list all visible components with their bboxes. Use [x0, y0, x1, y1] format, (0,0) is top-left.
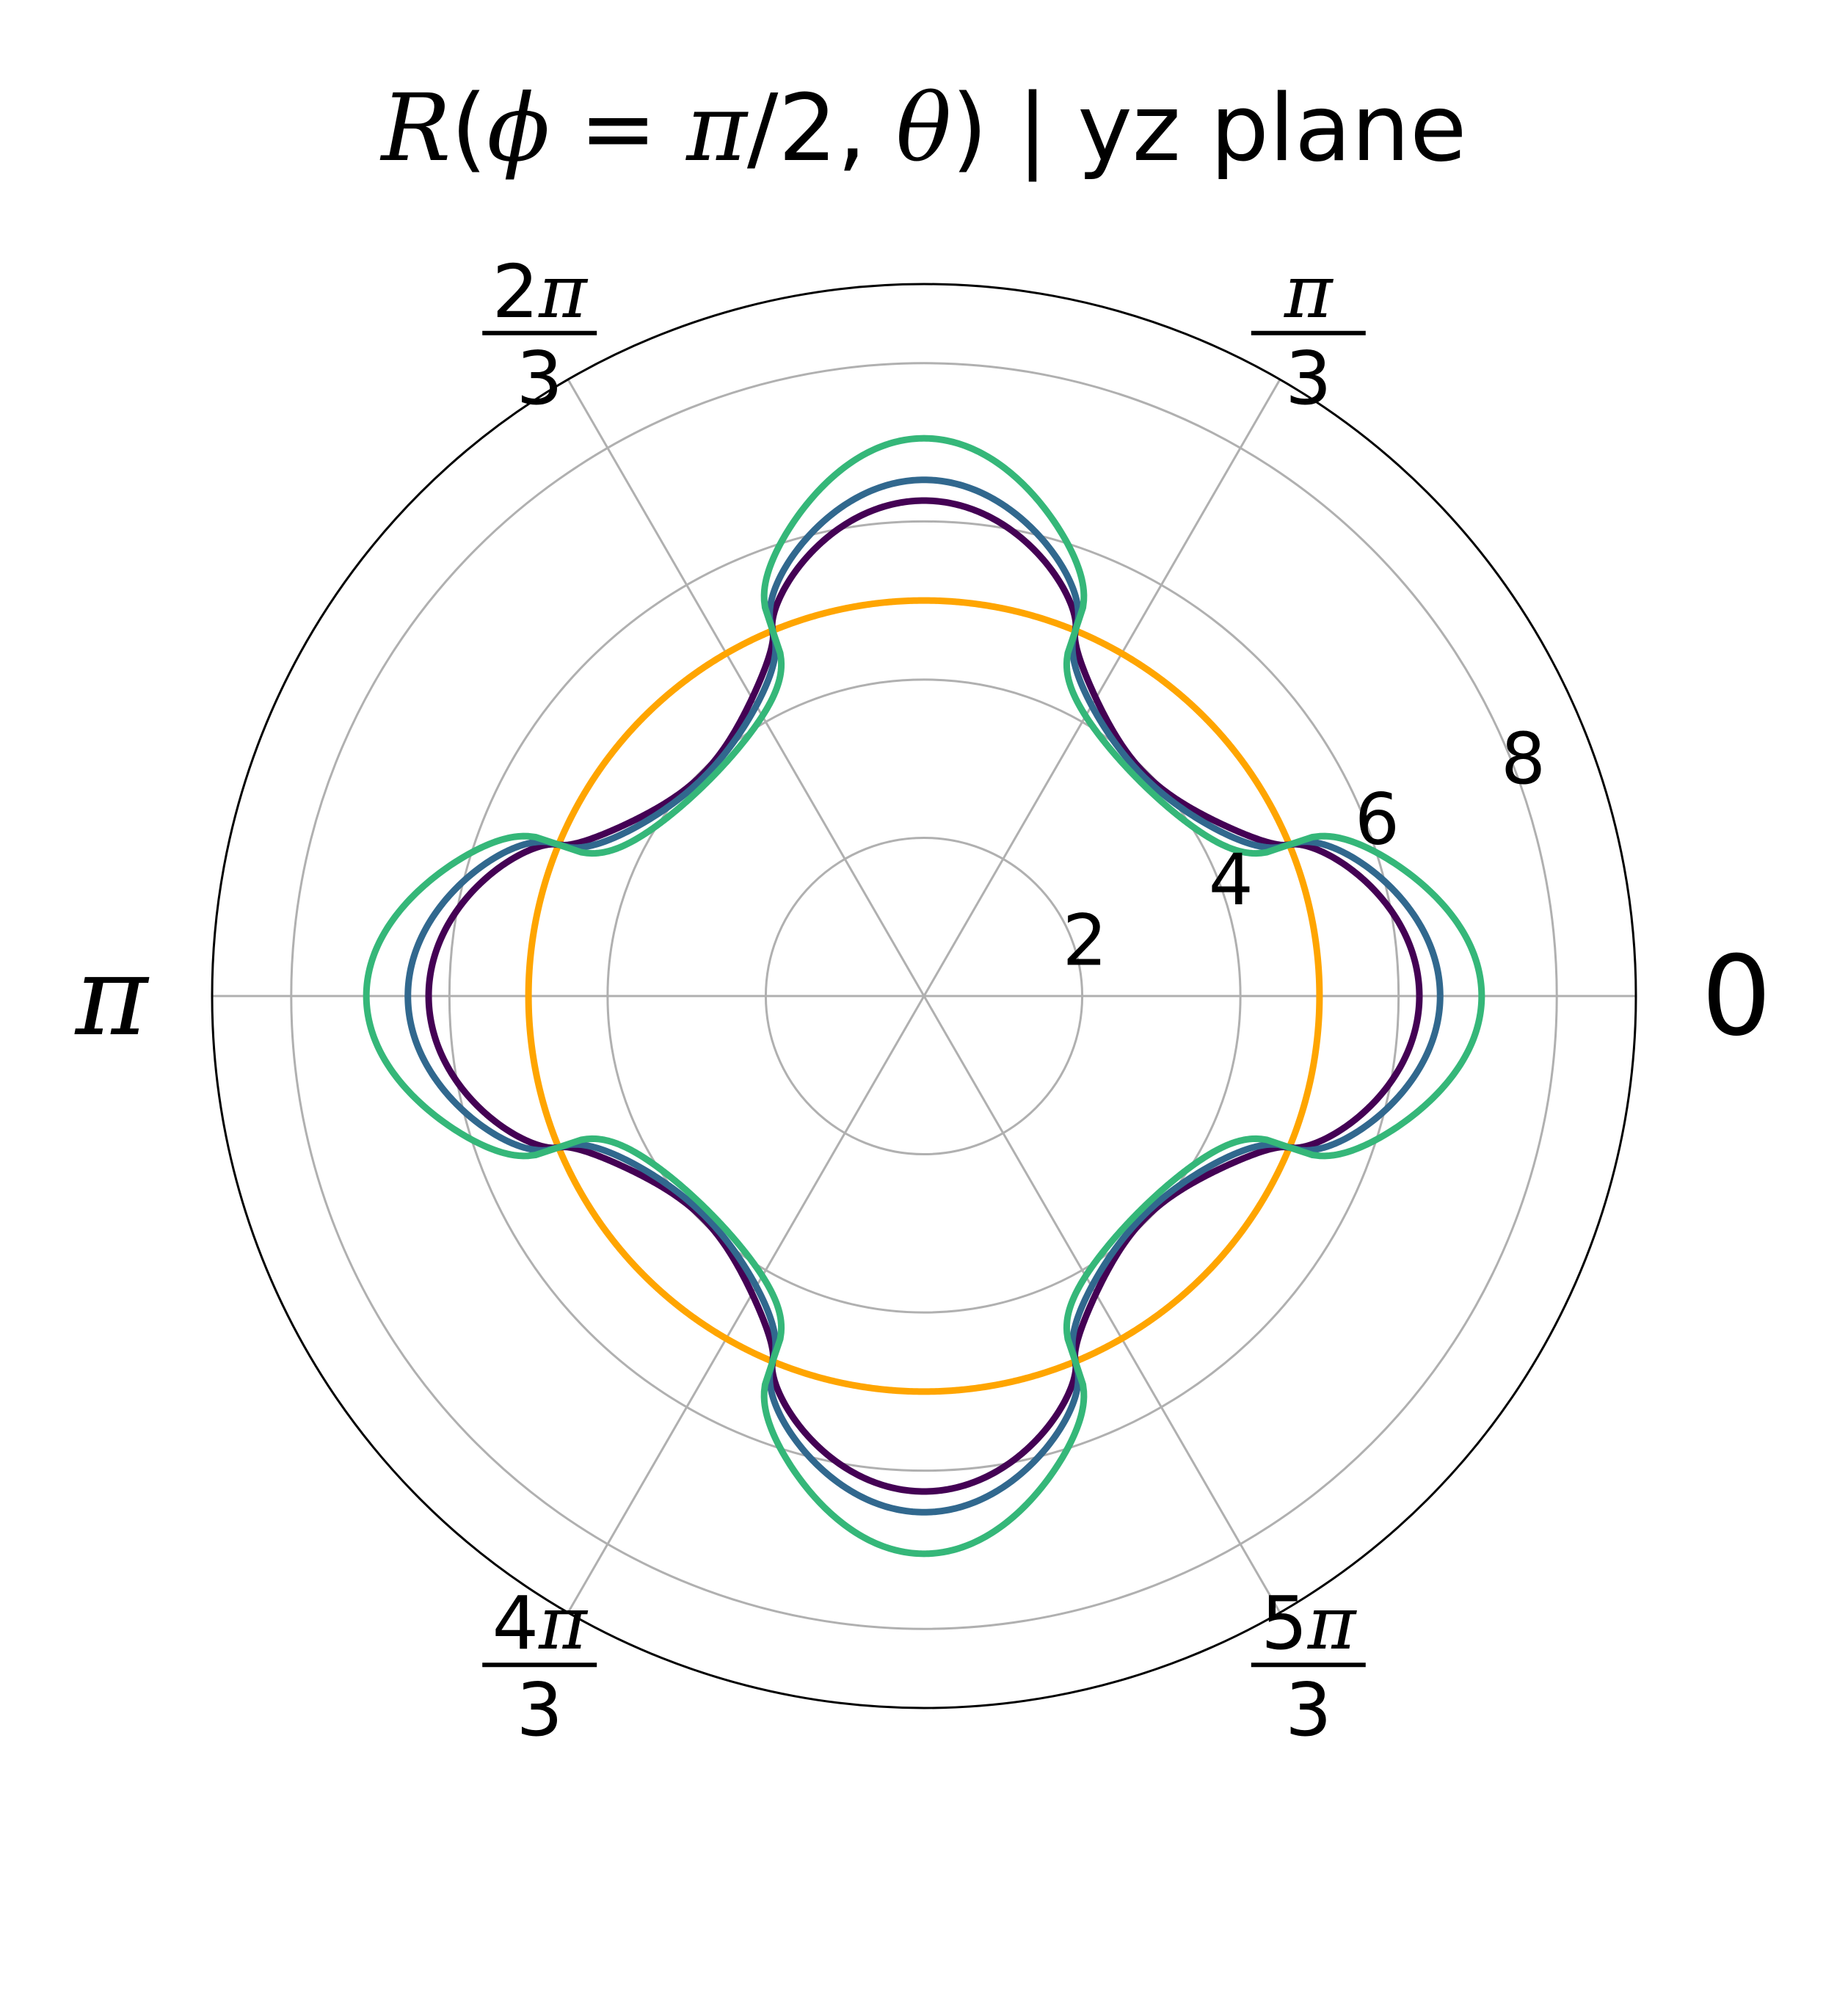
angular-tick-denominator: 3	[1285, 335, 1332, 421]
polar-frame	[211, 283, 1637, 1709]
radial-tick-label-2: 2	[1063, 900, 1107, 982]
angular-tick-numerator: π	[1284, 249, 1334, 335]
angular-tick-numerator: 5π	[1261, 1580, 1358, 1666]
angular-tick-denominator: 3	[516, 1667, 563, 1753]
angular-gridline-240	[567, 995, 925, 1613]
angular-tick-numerator: 2π	[492, 249, 589, 335]
angular-gridline-300	[923, 995, 1281, 1613]
angular-tick-text: π	[74, 933, 150, 1061]
series-purple	[425, 497, 1423, 1495]
angular-gridlines	[212, 379, 1636, 1613]
angular-tick-label-60: π3	[1251, 249, 1366, 421]
angular-tick-label-120: 2π3	[482, 249, 597, 421]
angular-tick-denominator: 3	[516, 335, 563, 421]
radial-tick-labels: 2 4 6 8	[1063, 718, 1546, 981]
series-orange	[525, 597, 1323, 1395]
angular-tick-denominator: 3	[1285, 1667, 1332, 1753]
angular-tick-label-0: 0	[1701, 933, 1771, 1061]
angular-tick-label-180: π	[74, 933, 150, 1061]
angular-gridline-60	[923, 379, 1281, 997]
angular-tick-label-300: 5π3	[1251, 1580, 1366, 1753]
radial-tick-label-4: 4	[1209, 839, 1254, 921]
angular-gridline-120	[567, 379, 925, 997]
angular-tick-label-240: 4π3	[482, 1580, 597, 1753]
chart-title: R(ϕ = π/2, θ) | yz plane	[379, 74, 1466, 182]
angular-tick-numerator: 4π	[492, 1580, 589, 1666]
radial-tick-label-8: 8	[1501, 718, 1546, 800]
angular-tick-text: 0	[1701, 933, 1771, 1061]
series-layer	[363, 435, 1485, 1558]
series-blue	[404, 476, 1444, 1516]
radial-tick-label-6: 6	[1355, 779, 1400, 861]
series-green	[363, 435, 1485, 1558]
